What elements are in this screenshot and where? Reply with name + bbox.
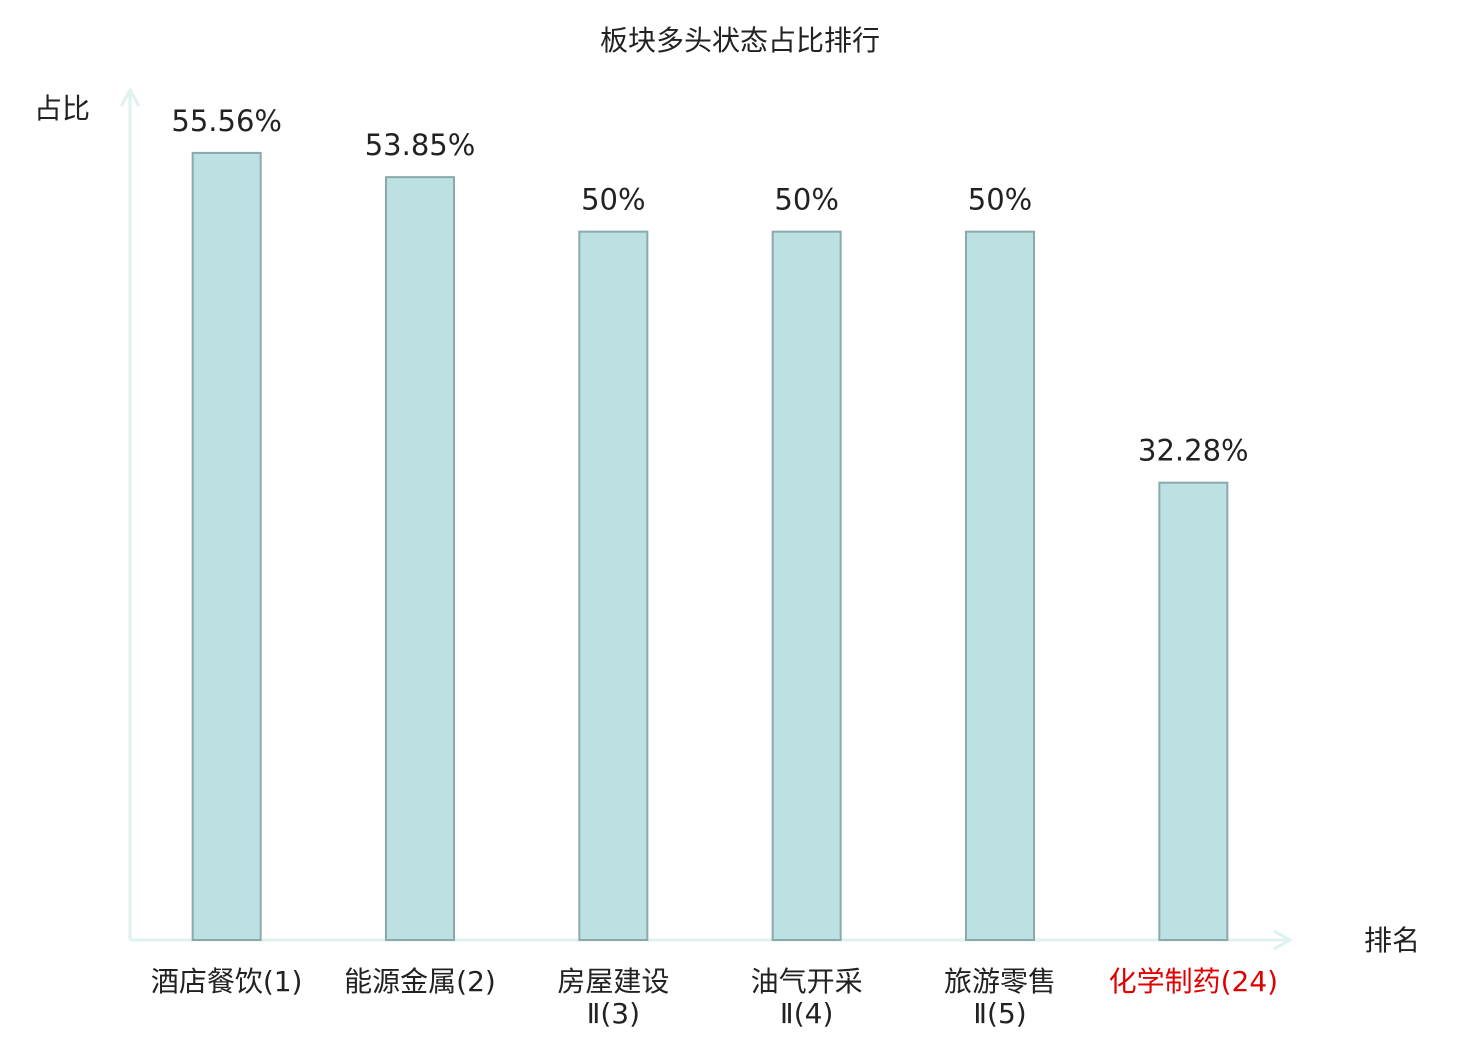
x-tick-label: 能源金属(2) bbox=[344, 965, 496, 998]
x-axis-label: 排名 bbox=[1364, 924, 1420, 957]
bar bbox=[1158, 481, 1229, 941]
value-label: 50% bbox=[581, 183, 645, 217]
bar bbox=[578, 230, 649, 941]
bar bbox=[965, 230, 1035, 941]
x-tick-label: 房屋建设 Ⅱ(3) bbox=[557, 965, 670, 1030]
x-tick-label: 化学制药(24) bbox=[1108, 965, 1279, 998]
y-axis-label: 占比 bbox=[34, 92, 90, 125]
x-axis-arrow bbox=[1273, 929, 1294, 951]
value-label: 50% bbox=[774, 183, 838, 217]
value-label: 50% bbox=[968, 183, 1032, 217]
bar bbox=[771, 230, 842, 941]
x-tick-label: 旅游零售 Ⅱ(5) bbox=[943, 965, 1056, 1030]
bar bbox=[191, 151, 262, 941]
value-label: 32.28% bbox=[1138, 434, 1249, 468]
x-tick-label: 酒店餐饮(1) bbox=[150, 965, 303, 998]
chart-title: 板块多头状态占比排行 bbox=[600, 24, 880, 57]
x-tick-label: 油气开采 Ⅱ(4) bbox=[750, 965, 863, 1030]
value-label: 55.56% bbox=[171, 104, 282, 138]
bar bbox=[385, 176, 455, 941]
value-label: 53.85% bbox=[365, 128, 476, 162]
y-axis-arrow bbox=[119, 86, 141, 107]
